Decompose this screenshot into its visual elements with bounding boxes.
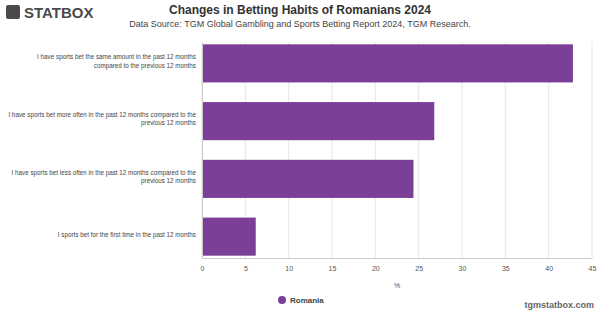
grid	[202, 42, 592, 258]
grid-line	[202, 42, 203, 258]
y-tick: I have sports bet more often in the past…	[8, 111, 202, 128]
y-axis-line	[202, 43, 203, 259]
y-tick: I sports bet for the first time in the p…	[58, 231, 202, 239]
watermark: tgmstatbox.com	[524, 300, 594, 310]
bar	[202, 102, 434, 140]
x-tick: 25	[415, 258, 423, 272]
legend-swatch	[278, 296, 286, 304]
x-tick-label: 5	[244, 265, 248, 272]
legend-label: Romania	[290, 296, 324, 305]
bar	[202, 160, 413, 198]
x-tick-label: 25	[415, 265, 423, 272]
x-tick: 30	[459, 258, 467, 272]
x-axis-line	[203, 258, 593, 259]
x-tick: 0	[201, 258, 205, 272]
y-tick: I have sports bet less often in the past…	[12, 169, 202, 186]
x-tick: 20	[372, 258, 380, 272]
chart: STATBOX Changes in Betting Habits of Roma…	[0, 0, 600, 314]
plot: 0 5 10 15 20 25 30 35 40 45 I have sports bet the …	[8, 42, 596, 272]
y-tick: I have sports bet the same amount in the…	[37, 53, 202, 70]
bars	[202, 44, 573, 255]
x-tick: 40	[545, 258, 553, 272]
y-tick-label: I have sports bet less often in the past…	[12, 169, 197, 186]
x-tick-label: 35	[502, 265, 510, 272]
subtitle: Data Source: TGM Global Gambling and Spo…	[129, 19, 470, 29]
logo-text: STATBOX	[24, 4, 93, 21]
y-tick-label: I sports bet for the first time in the p…	[58, 231, 196, 239]
y-axis: I have sports bet the same amount in the…	[8, 43, 202, 259]
x-tick-label: 10	[285, 265, 293, 272]
x-tick-label: 40	[545, 265, 553, 272]
bar	[202, 218, 256, 256]
x-tick: 15	[329, 258, 337, 272]
x-tick: 5	[244, 258, 248, 272]
x-tick-label: 45	[589, 265, 597, 272]
bar	[202, 44, 573, 82]
x-axis-title: %	[394, 282, 400, 289]
grid-line	[592, 42, 593, 258]
logo: STATBOX	[6, 4, 93, 21]
y-tick-label: I have sports bet more often in the past…	[8, 111, 196, 128]
y-tick-label: I have sports bet the same amount in the…	[37, 53, 196, 70]
x-tick-label: 15	[329, 265, 337, 272]
legend: Romania	[278, 296, 324, 305]
x-tick-label: 0	[201, 265, 205, 272]
x-tick: 35	[502, 258, 510, 272]
title: Changes in Betting Habits of Romanians 2…	[169, 3, 431, 17]
logo-icon	[6, 5, 20, 19]
x-tick: 45	[589, 258, 597, 272]
x-tick-label: 30	[459, 265, 467, 272]
x-tick-label: 20	[372, 265, 380, 272]
x-axis: 0 5 10 15 20 25 30 35 40 45	[201, 258, 597, 272]
x-tick: 10	[285, 258, 293, 272]
